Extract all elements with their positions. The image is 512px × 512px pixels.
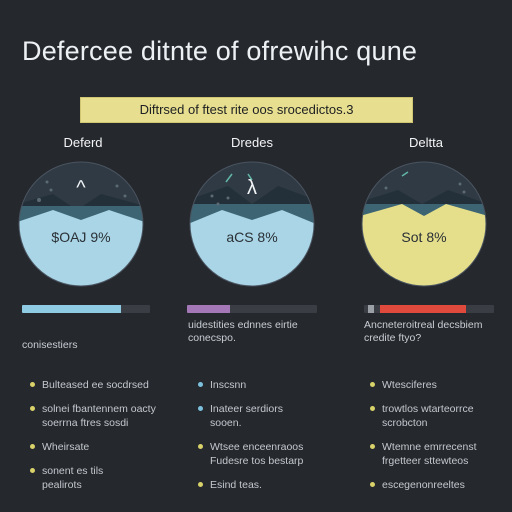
caption-line: uidestities ednnes eirtie [188, 319, 298, 331]
column-caption: uidestities ednnes eirtie conecspo. [188, 319, 298, 345]
caption-line: conecspo. [188, 332, 236, 344]
list-item-text: Wtesciferes [382, 379, 437, 391]
column-title-deferd: Deferd [63, 135, 103, 150]
bullet-list-deferd: Bulteased ee socdrsed solnei fbantennem o… [30, 378, 170, 502]
list-item: solnei fbantennem oacty soerrna ftres sos… [30, 402, 170, 430]
gauge-deferd: ^ $OAJ 9% [17, 160, 145, 288]
progress-fill [22, 305, 121, 313]
list-item-text: Fudesre tos bestarp [210, 455, 304, 467]
list-item: sonent es tils pealirots [30, 464, 170, 492]
progress-bar-deltta [364, 305, 494, 313]
list-item: Inateer serdiors sooen. [198, 402, 338, 430]
bullet-dot-icon [198, 482, 203, 487]
progress-fill [187, 305, 230, 313]
list-item-text: Esind teas. [210, 479, 262, 491]
list-item-text: Inscsnn [210, 379, 247, 391]
list-item-text: soerrna ftres sosdi [42, 417, 129, 429]
list-item: trowtlos wtarteorrce scrobcton [370, 402, 510, 430]
bullet-dot-icon [370, 382, 375, 387]
bullet-dot-icon [370, 444, 375, 449]
list-item-text: Wtemne emrrecenst [382, 441, 477, 453]
bullet-dot-icon [198, 406, 203, 411]
list-item-text: trowtlos wtarteorrce [382, 403, 474, 415]
progress-lead-marker [368, 305, 374, 313]
list-item-text: Inateer serdiors [210, 403, 283, 415]
gauge-dredes: λ aCS 8% [188, 160, 316, 288]
list-item-text: pealirots [42, 479, 82, 491]
gauge-dial-icon [18, 161, 144, 287]
list-item-text: escegenonreeltes [382, 479, 465, 491]
bullet-dot-icon [198, 382, 203, 387]
list-item-text: Wtsee enceenraoos [210, 441, 304, 453]
progress-fill [380, 305, 466, 313]
list-item: Esind teas. [198, 478, 338, 492]
list-item-text: frgetteer sttewteos [382, 455, 469, 467]
list-item-text: sooen. [210, 417, 242, 429]
progress-bar-deferd [22, 305, 150, 313]
summary-banner-text: Diftrsed of ftest rite oos srocedictos.3 [139, 102, 354, 117]
list-item: Wheirsate [30, 440, 170, 454]
list-item-text: Wheirsate [42, 441, 90, 453]
bullet-dot-icon [30, 468, 35, 473]
page-title: Defercee ditnte of ofrewihc qune [22, 36, 418, 66]
list-item: Wtemne emrrecenst frgetteer sttewteos [370, 440, 510, 468]
list-item-text: Bulteased ee socdrsed [42, 379, 149, 391]
bullet-list-dredes: Inscsnn Inateer serdiors sooen. Wtsee encee… [198, 378, 338, 502]
progress-bar-dredes [187, 305, 317, 313]
list-item: escegenonreeltes [370, 478, 510, 492]
column-caption: Ancneteroitreal decsbiem credite ftyo? [364, 319, 482, 345]
list-item-text: scrobcton [382, 417, 428, 429]
bullet-dot-icon [30, 406, 35, 411]
bullet-dot-icon [30, 444, 35, 449]
summary-banner: Diftrsed of ftest rite oos srocedictos.3 [80, 97, 413, 123]
bullet-dot-icon [198, 444, 203, 449]
bullet-dot-icon [370, 406, 375, 411]
gauge-dial-icon [361, 161, 487, 287]
caption-line: credite ftyo? [364, 332, 422, 344]
list-item: Wtesciferes [370, 378, 510, 392]
list-item: Wtsee enceenraoos Fudesre tos bestarp [198, 440, 338, 468]
column-caption: conisestiers [22, 339, 78, 351]
column-title-dredes: Dredes [231, 135, 273, 150]
list-item-text: sonent es tils [42, 465, 104, 477]
bullet-dot-icon [30, 382, 35, 387]
gauge-dial-icon [189, 161, 315, 287]
list-item: Bulteased ee socdrsed [30, 378, 170, 392]
list-item: Inscsnn [198, 378, 338, 392]
bullet-dot-icon [370, 482, 375, 487]
list-item-text: solnei fbantennem oacty [42, 403, 156, 415]
bullet-list-deltta: Wtesciferes trowtlos wtarteorrce scrobcton… [370, 378, 510, 502]
gauge-deltta: Sot 8% [360, 160, 488, 288]
column-title-deltta: Deltta [409, 135, 443, 150]
caption-line: Ancneteroitreal decsbiem [364, 319, 483, 331]
